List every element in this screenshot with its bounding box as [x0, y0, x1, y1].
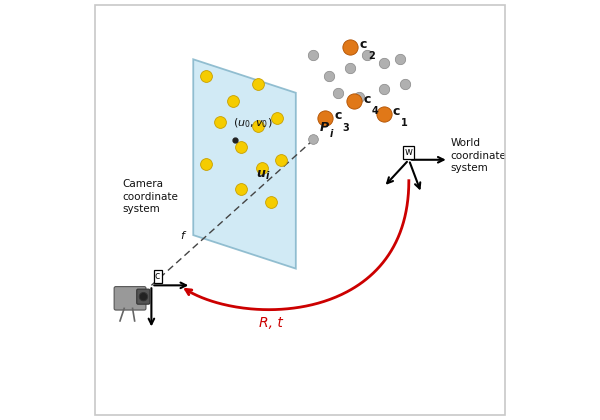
- Text: u: u: [256, 167, 265, 180]
- Text: 4: 4: [372, 106, 379, 116]
- Text: 2: 2: [368, 51, 374, 61]
- Polygon shape: [193, 59, 296, 269]
- Text: c: c: [359, 38, 367, 51]
- Text: 1: 1: [401, 118, 408, 129]
- FancyBboxPatch shape: [137, 289, 150, 304]
- Text: i: i: [266, 171, 269, 181]
- Text: World
coordinate
system: World coordinate system: [451, 138, 506, 173]
- Text: P: P: [320, 121, 329, 134]
- Text: 3: 3: [343, 123, 349, 133]
- Text: c: c: [364, 92, 371, 105]
- Text: c: c: [155, 271, 160, 281]
- Text: f: f: [181, 231, 185, 241]
- Text: $(u_0,v_0)$: $(u_0,v_0)$: [233, 117, 272, 131]
- FancyBboxPatch shape: [114, 286, 146, 310]
- Text: i: i: [329, 129, 332, 139]
- Text: Camera
coordinate
system: Camera coordinate system: [122, 179, 178, 214]
- Text: w: w: [405, 147, 413, 157]
- Circle shape: [139, 292, 148, 301]
- Text: c: c: [334, 109, 342, 122]
- Text: R, t: R, t: [259, 316, 283, 330]
- Text: c: c: [393, 105, 400, 118]
